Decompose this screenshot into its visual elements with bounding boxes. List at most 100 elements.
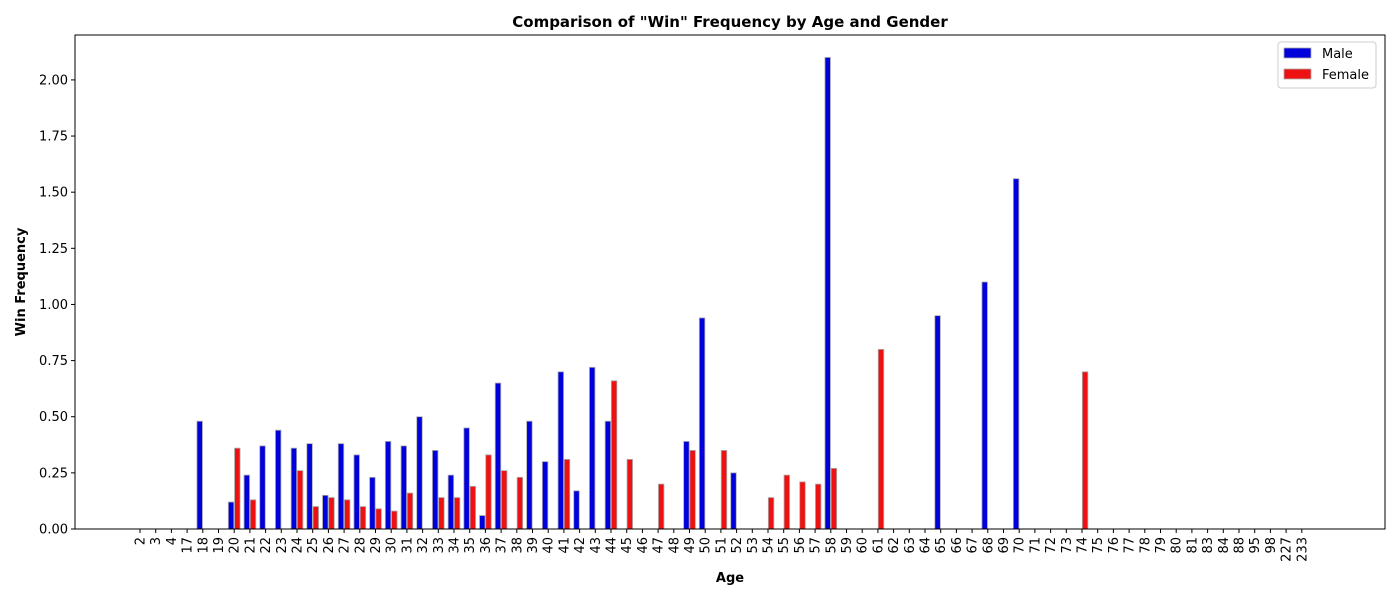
bar-male-22	[259, 445, 266, 530]
x-tick-label: 59	[840, 537, 855, 554]
x-axis: 2 3 4 17 18 19 20 21 22 23 24 25 26 27 28 29 30 31 32 33 34 3…	[134, 529, 1310, 562]
x-tick-label: 95	[1248, 537, 1263, 554]
bar-female-74	[1081, 371, 1089, 530]
x-tick-label: 98	[1264, 537, 1279, 554]
x-tick-label: 35	[463, 537, 478, 554]
x-tick-label: 72	[1044, 537, 1059, 554]
legend-swatch-male	[1283, 47, 1312, 59]
x-tick-label: 75	[1091, 537, 1106, 554]
x-tick-label: 20	[228, 537, 243, 554]
x-tick-label: 64	[919, 537, 934, 554]
x-tick-label: 38	[510, 537, 525, 554]
bar-female-20	[234, 447, 241, 530]
y-axis: 0.00 0.25 0.50 0.75 1.00 1.25 1.50 1.75 2.00	[39, 73, 75, 538]
y-tick-label: 1.50	[39, 186, 68, 201]
x-tick-label: 39	[526, 537, 541, 554]
x-tick-label: 47	[652, 537, 667, 554]
bar-male-40	[541, 461, 549, 530]
x-tick-label: 73	[1060, 537, 1075, 554]
x-tick-label: 43	[589, 537, 604, 554]
chart-title: Comparison of "Win" Frequency by Age and…	[512, 13, 948, 31]
x-tick-label: 4	[165, 537, 180, 545]
bar-female-56	[799, 481, 806, 530]
bar-female-35	[469, 485, 476, 530]
plot-frame	[74, 34, 1386, 530]
legend: Male Female	[1277, 41, 1377, 89]
bar-female-58	[830, 467, 838, 530]
bar-female-38	[516, 476, 524, 530]
x-tick-label: 57	[809, 537, 824, 554]
x-tick-label: 45	[620, 537, 635, 554]
x-tick-label: 53	[746, 537, 761, 554]
x-tick-label: 40	[542, 537, 557, 554]
bar-male-49	[683, 441, 690, 530]
bar-male-33	[432, 450, 439, 530]
x-tick-label: 52	[730, 537, 745, 554]
bar-male-32	[416, 416, 423, 530]
x-tick-label: 26	[322, 537, 337, 554]
bar-male-50	[698, 317, 706, 530]
x-tick-label: 21	[243, 537, 258, 554]
bar-male-70	[1012, 178, 1020, 530]
x-tick-label: 51	[714, 537, 729, 554]
y-tick-label: 2.00	[39, 73, 68, 88]
bar-male-21	[243, 474, 250, 530]
x-tick-label: 71	[1028, 537, 1043, 554]
x-tick-label: 27	[338, 537, 353, 554]
bar-male-35	[463, 427, 470, 530]
x-tick-label: 81	[1185, 537, 1200, 554]
x-tick-label: 31	[400, 537, 415, 554]
bar-male-23	[275, 429, 282, 530]
y-tick-label: 1.25	[39, 242, 68, 257]
x-tick-label: 28	[353, 537, 368, 554]
y-axis-label: Win Frequency	[14, 227, 29, 336]
x-tick-label: 227	[1280, 537, 1295, 562]
bar-female-26	[328, 497, 335, 530]
bar-male-28	[353, 454, 360, 530]
bar-male-41	[557, 371, 564, 530]
x-tick-label: 17	[181, 537, 196, 554]
x-tick-label: 54	[762, 537, 777, 554]
x-tick-label: 46	[636, 537, 651, 554]
x-tick-label: 65	[934, 537, 949, 554]
x-tick-label: 69	[997, 537, 1012, 554]
x-tick-label: 41	[557, 537, 572, 554]
bar-female-41	[563, 458, 571, 530]
x-tick-label: 42	[573, 537, 588, 554]
x-tick-label: 24	[291, 537, 306, 554]
bar-female-47	[658, 483, 665, 530]
x-tick-label: 62	[887, 537, 902, 554]
x-tick-label: 78	[1138, 537, 1153, 554]
x-tick-label: 76	[1107, 537, 1122, 554]
bar-male-36	[479, 515, 486, 530]
x-tick-label: 80	[1170, 537, 1185, 554]
x-tick-label: 33	[432, 537, 447, 554]
bar-male-31	[400, 445, 407, 530]
x-tick-label: 25	[306, 537, 321, 554]
x-tick-label: 22	[259, 537, 274, 554]
x-tick-label: 233	[1295, 537, 1310, 562]
x-tick-label: 36	[479, 537, 494, 554]
x-tick-label: 49	[683, 537, 698, 554]
x-tick-label: 56	[793, 537, 808, 554]
x-tick-label: 19	[212, 537, 227, 554]
bar-male-26	[322, 494, 329, 530]
x-tick-label: 32	[416, 537, 431, 554]
x-axis-label: Age	[716, 571, 744, 586]
y-tick-label: 0.25	[39, 466, 68, 481]
bar-female-29	[375, 508, 382, 530]
bar-female-37	[501, 470, 508, 530]
x-tick-label: 77	[1123, 537, 1138, 554]
bar-male-42	[573, 490, 580, 530]
y-tick-label: 0.50	[39, 410, 68, 425]
bars-layer	[196, 57, 1089, 530]
bar-female-24	[296, 470, 304, 530]
x-tick-label: 70	[1013, 537, 1028, 554]
bar-female-25	[312, 506, 319, 530]
legend-label-female: Female	[1322, 68, 1369, 83]
legend-swatch-female	[1283, 68, 1312, 80]
bar-male-43	[589, 366, 596, 530]
bar-female-49	[689, 450, 696, 530]
legend-label-male: Male	[1322, 47, 1353, 62]
x-tick-label: 68	[981, 537, 996, 554]
